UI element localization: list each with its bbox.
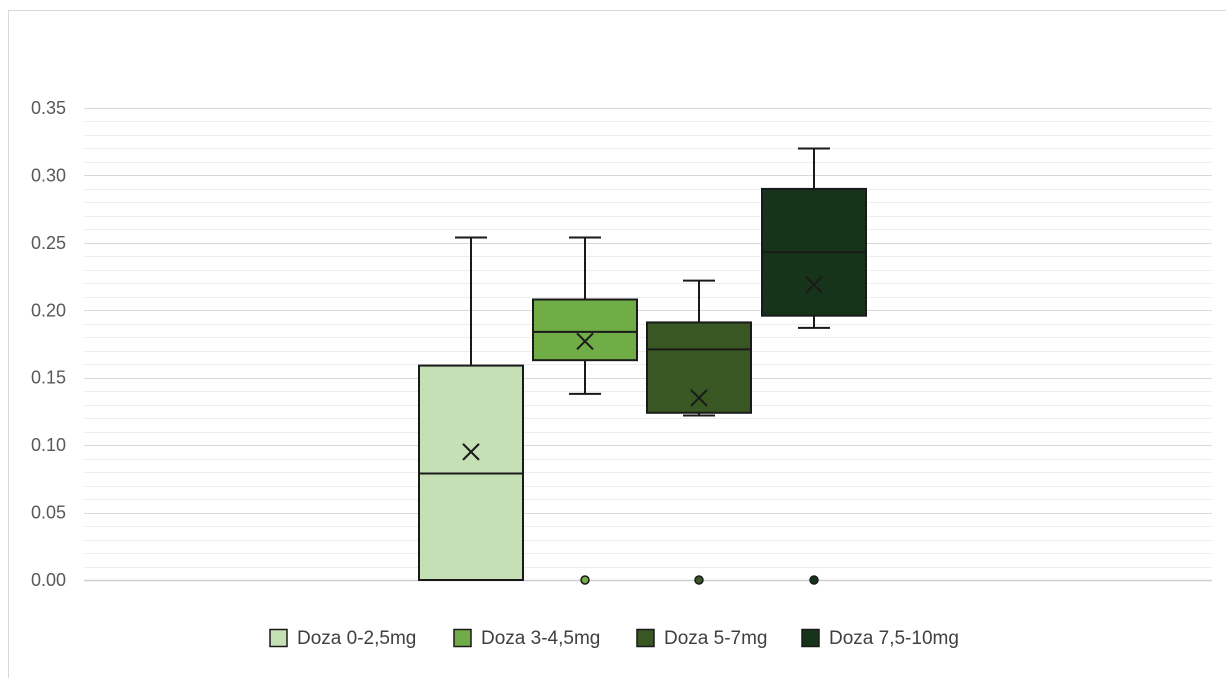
legend-swatch-3 [636,628,655,648]
legend-label-1: Doza 0-2,5mg [297,628,416,649]
series-3-outlier-point [694,575,704,585]
legend-swatch-4 [801,628,820,648]
legend-label-4: Doza 7,5-10mg [829,628,959,649]
y-tick-label: 0.10 [31,435,66,455]
series-4-mean-marker [805,275,823,294]
series-2-mean-stroke [576,332,594,351]
y-tick-label: 0.30 [31,165,66,185]
legend-label-3: Doza 5-7mg [664,628,768,649]
y-tick-label: 0.15 [31,368,66,388]
y-tick-label: 0.00 [31,570,66,590]
series-1-mean-marker [462,443,480,461]
y-tick-label: 0.35 [31,98,66,118]
series-2-outlier-point [580,575,590,585]
series-2-mean-marker [576,332,594,351]
series-3-mean-marker [690,389,708,407]
series-4-mean-stroke [805,275,823,294]
y-tick-label: 0.20 [31,300,66,320]
y-tick-label: 0.25 [31,233,66,253]
series-1-mean-stroke [462,443,480,461]
legend-swatch-1 [269,628,288,648]
legend-swatch-2 [453,628,472,648]
series-3-mean-stroke [690,389,708,407]
series-4-outlier-point [809,575,819,585]
legend-label-2: Doza 3-4,5mg [481,628,600,649]
series-2-box [532,298,638,362]
y-tick-label: 0.05 [31,503,66,523]
